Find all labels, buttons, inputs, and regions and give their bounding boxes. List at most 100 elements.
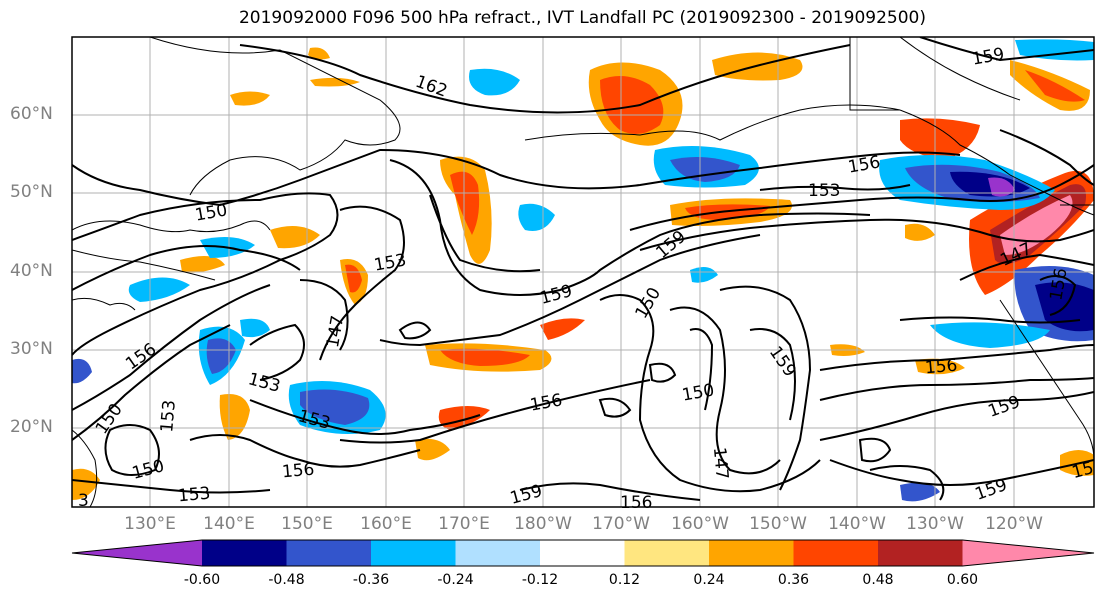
refractivity-contours: [72, 37, 1094, 501]
anomaly-region: [670, 156, 740, 182]
colorbar-tick-label: -0.48: [268, 572, 305, 588]
anomaly-region: [270, 226, 320, 249]
anomaly-region: [72, 468, 100, 500]
contour-label: 159: [971, 44, 1006, 69]
colorbar-segment: [878, 540, 963, 566]
colorbar-tick-label: 0.60: [946, 572, 979, 588]
contour-label: 156: [281, 460, 315, 483]
contour-label: 147: [323, 314, 348, 349]
lon-label: 140°W: [828, 514, 886, 534]
colorbar-tick-label: -0.36: [352, 572, 390, 588]
contour-label: 156: [620, 493, 652, 513]
anomaly-region: [690, 266, 718, 283]
anomaly-region: [308, 47, 330, 60]
lat-label: 20°N: [10, 417, 53, 437]
lon-label: 130°W: [906, 514, 964, 534]
anomaly-region: [440, 348, 530, 366]
contour-label: 150: [130, 456, 167, 484]
lon-label: 160°W: [671, 514, 729, 534]
anomaly-region: [219, 394, 250, 440]
contour-label: 156: [847, 152, 882, 177]
lon-label: 150°E: [281, 514, 333, 534]
contour-label: 153: [177, 484, 211, 507]
anomaly-region: [415, 438, 450, 461]
anomaly-region: [180, 256, 225, 273]
anomaly-region: [915, 358, 965, 375]
lon-label: 150°W: [749, 514, 807, 534]
contour-label: 147: [709, 446, 732, 480]
anomaly-region: [900, 118, 980, 160]
colorbar-tick-label: 0.48: [862, 572, 894, 588]
lon-label: 140°E: [203, 514, 255, 534]
anomaly-region: [240, 318, 270, 338]
anomaly-region: [230, 91, 270, 106]
lon-label: 170°W: [592, 514, 650, 534]
colorbar-segment: [202, 540, 287, 566]
anomaly-region: [600, 76, 664, 134]
lon-label: 130°E: [124, 514, 176, 534]
anomaly-region: [905, 223, 935, 241]
colorbar-segment: [540, 540, 625, 566]
anomaly-fill-layer: [72, 39, 1094, 502]
contour-label: 159: [986, 392, 1023, 422]
colorbar-tick-label: 0.12: [608, 572, 641, 588]
contour-label: 150: [92, 400, 127, 438]
anomaly-region: [1015, 39, 1094, 61]
lon-label: 160°E: [360, 514, 412, 534]
colorbar-tick-label: -0.60: [183, 572, 221, 588]
contour-label: 162: [413, 72, 450, 102]
anomaly-region: [900, 482, 940, 502]
colorbar-tick-label: 0.24: [693, 572, 725, 588]
colorbar-outline: [71, 539, 1095, 567]
lat-label: 40°N: [10, 261, 53, 281]
contour-label: 159: [652, 227, 690, 263]
contour-label: 156: [529, 390, 564, 415]
contour-label: 150: [632, 284, 666, 322]
lon-label: 120°W: [985, 514, 1043, 534]
anomaly-region: [1025, 70, 1085, 102]
coastlines: [72, 37, 1094, 507]
colorbar-tick-label: -0.12: [521, 572, 559, 588]
lat-label: 30°N: [10, 339, 53, 359]
colorbar-tick-label: -0.24: [437, 572, 474, 588]
contour-label: 153: [157, 399, 180, 433]
map-frame: [71, 36, 1095, 508]
anomaly-region: [450, 171, 480, 235]
anomaly-region: [930, 322, 1050, 348]
colorbar-extend-min: [72, 540, 202, 566]
contour-label: 156: [924, 356, 958, 379]
contour-label: 159: [973, 475, 1010, 505]
anomaly-region: [469, 68, 520, 96]
colorbar-segment: [455, 540, 540, 566]
anomaly-region: [300, 389, 370, 425]
contour-label-group: 162 159 156 153 150 147 159 153 159 156 …: [78, 44, 1096, 513]
lon-label: 180°W: [514, 514, 572, 534]
contour-label: 3: [78, 491, 89, 511]
anomaly-region: [310, 77, 360, 87]
contour-label: 159: [508, 481, 545, 509]
colorbar-segment: [793, 540, 878, 566]
contour-label: 153: [808, 181, 840, 201]
colorbar-tick-label: 0.36: [777, 572, 810, 588]
colorbar-segment: [709, 540, 794, 566]
map-title: 2019092000 F096 500 hPa refract., IVT La…: [238, 8, 926, 28]
lon-label: 170°E: [438, 514, 490, 534]
anomaly-region: [540, 318, 585, 340]
contour-label: 153: [246, 369, 283, 397]
contour-label: 150: [681, 380, 716, 405]
anomaly-region: [72, 358, 92, 384]
anomaly-region: [518, 203, 555, 231]
contour-label: 156: [122, 339, 160, 374]
lat-label: 60°N: [10, 104, 53, 124]
colorbar-segment: [624, 540, 709, 566]
anomaly-region: [988, 177, 1015, 197]
anomaly-region: [128, 277, 190, 302]
contour-label: 150: [194, 200, 229, 225]
colorbar: [71, 539, 1095, 567]
colorbar-segment: [286, 540, 371, 566]
gridlines: [72, 37, 1094, 507]
lat-label: 50°N: [10, 182, 53, 202]
colorbar-segment: [371, 540, 456, 566]
colorbar-extend-max: [962, 540, 1094, 566]
